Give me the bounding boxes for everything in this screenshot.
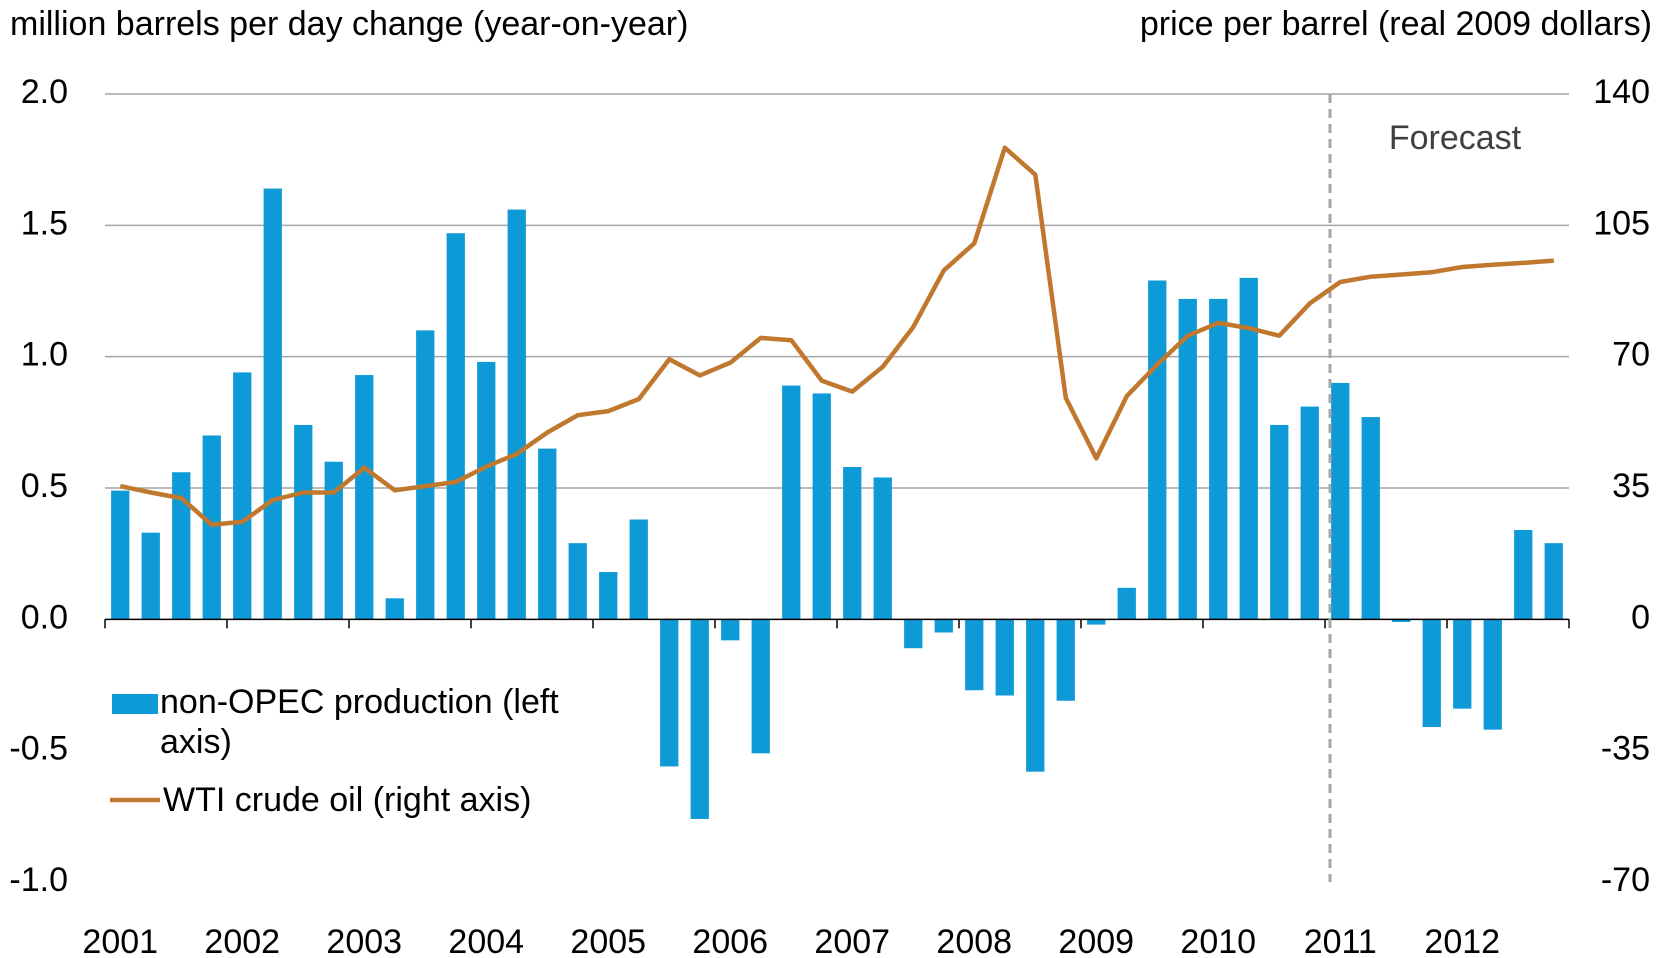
bar	[873, 477, 892, 620]
legend-entry: non-OPEC production (left axis)	[160, 683, 559, 761]
y2-tick-label: 70	[1612, 336, 1650, 374]
bar	[568, 543, 587, 620]
bar	[202, 435, 221, 620]
bar	[355, 375, 374, 620]
y2-tick-label: -70	[1601, 861, 1650, 899]
bar	[538, 448, 557, 620]
bar	[843, 466, 862, 620]
x-tick-label: 2009	[1058, 923, 1134, 958]
bar	[385, 598, 404, 620]
bar	[1361, 417, 1380, 620]
bar	[995, 619, 1014, 696]
bar	[1514, 530, 1533, 620]
y-tick-label: 0.0	[21, 598, 68, 636]
bar	[172, 472, 191, 620]
bar	[1148, 280, 1167, 620]
bar	[1544, 543, 1563, 620]
bar	[721, 619, 740, 641]
bar	[1453, 619, 1472, 709]
bar	[1300, 406, 1319, 620]
bar	[1026, 619, 1045, 772]
bar	[1392, 619, 1411, 622]
y-tick-label: 2.0	[21, 73, 68, 111]
bar	[233, 372, 252, 620]
x-tick-label: 2008	[936, 923, 1012, 958]
y-tick-label: -0.5	[9, 730, 68, 768]
bar	[507, 209, 526, 620]
bar	[1422, 619, 1441, 728]
x-tick-label: 2006	[692, 923, 768, 958]
y-axis-title: million barrels per day change (year-on-…	[10, 5, 688, 43]
bar	[324, 461, 343, 620]
legend-swatch	[112, 694, 158, 714]
bar	[1239, 277, 1258, 620]
x-tick-label: 2012	[1424, 923, 1500, 958]
bar	[111, 490, 130, 620]
bar	[1270, 424, 1289, 620]
bar	[1483, 619, 1502, 730]
bar	[904, 619, 923, 649]
y2-tick-label: 0	[1631, 598, 1650, 636]
x-tick-label: 2007	[814, 923, 890, 958]
bar	[629, 519, 648, 620]
x-tick-label: 2010	[1180, 923, 1256, 958]
bar	[263, 188, 282, 620]
y2-tick-label: 35	[1612, 467, 1650, 505]
bar	[141, 532, 160, 620]
y-tick-label: -1.0	[9, 861, 68, 899]
bar	[690, 619, 709, 819]
x-tick-label: 2002	[204, 923, 280, 958]
bar	[1331, 382, 1350, 620]
bar	[660, 619, 679, 767]
y2-tick-label: 105	[1593, 204, 1650, 242]
x-tick-label: 2011	[1304, 923, 1377, 958]
annotation: Forecast	[1389, 119, 1522, 157]
bar	[477, 361, 496, 620]
bar	[1117, 587, 1136, 620]
y-tick-label: 0.5	[21, 467, 68, 505]
bar	[965, 619, 984, 691]
legend-label: WTI crude oil (right axis)	[163, 781, 531, 819]
x-tick-label: 2005	[570, 923, 646, 958]
bar	[599, 572, 618, 620]
bar	[934, 619, 953, 633]
bar	[812, 393, 831, 620]
x-tick-label: 2004	[448, 923, 524, 958]
bar	[1209, 298, 1228, 620]
y2-tick-label: 140	[1593, 73, 1650, 111]
bar	[782, 385, 801, 620]
bar	[1178, 298, 1197, 620]
bar	[446, 233, 465, 620]
bar	[1087, 619, 1106, 625]
bar	[751, 619, 770, 754]
bar	[294, 424, 313, 620]
price-line	[119, 145, 1554, 528]
y2-axis-title: price per barrel (real 2009 dollars)	[1140, 5, 1652, 43]
y-tick-label: 1.0	[21, 336, 68, 374]
bar	[416, 330, 435, 620]
y-tick-label: 1.5	[21, 204, 68, 242]
y2-tick-label: -35	[1601, 730, 1650, 768]
bar	[1056, 619, 1075, 701]
legend-label: non-OPEC production (left axis)	[160, 683, 559, 761]
x-tick-label: 2001	[82, 923, 158, 958]
x-tick-label: 2003	[326, 923, 402, 958]
